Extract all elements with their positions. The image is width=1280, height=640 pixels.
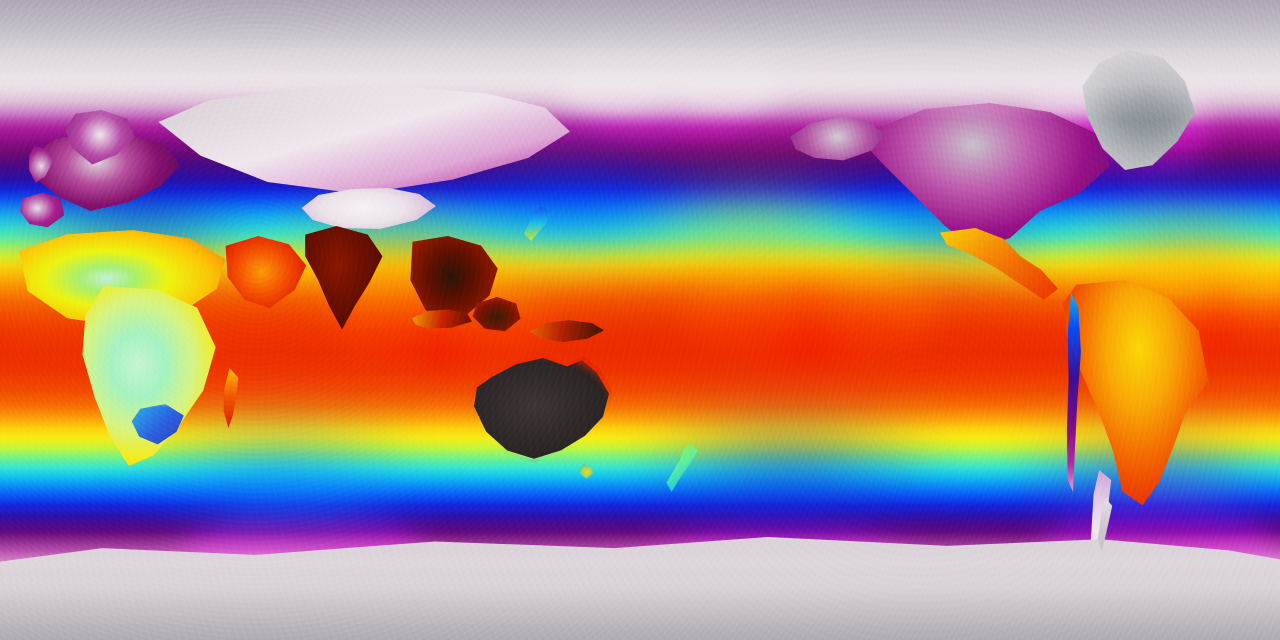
land-tasmania <box>579 464 593 479</box>
swirl-tropical-pacific <box>680 272 940 362</box>
antarctic-polar-cap <box>0 532 1280 640</box>
land-british-isles <box>28 146 53 183</box>
land-sumatra <box>412 309 472 329</box>
arctic-polar-cap <box>0 0 1280 120</box>
land-new-guinea <box>529 320 604 343</box>
